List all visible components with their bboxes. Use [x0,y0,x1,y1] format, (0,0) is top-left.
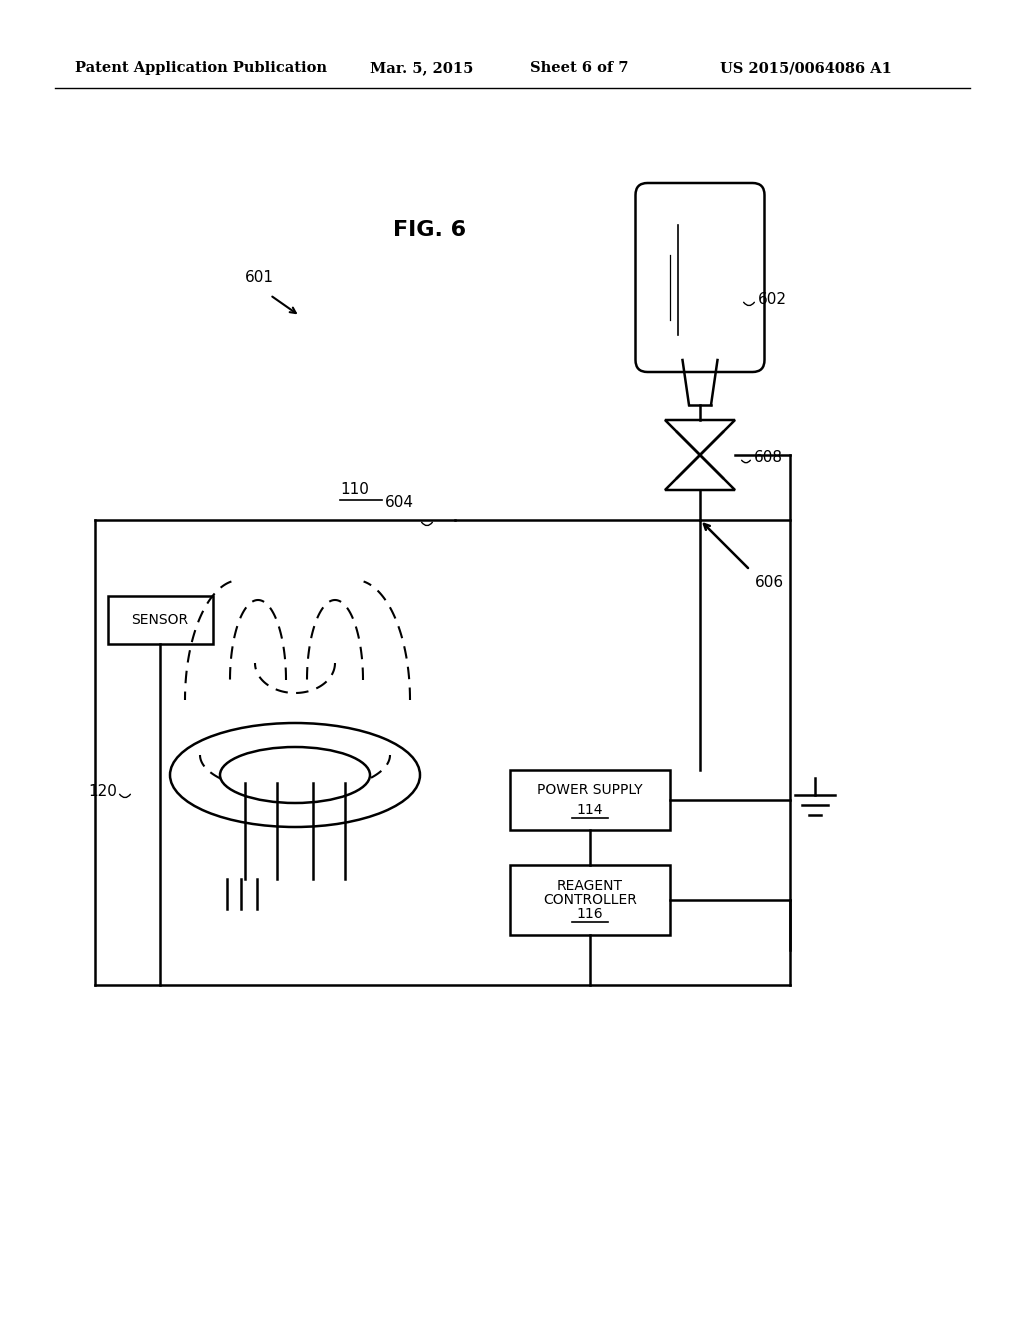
Text: FIG. 6: FIG. 6 [393,220,467,240]
Ellipse shape [220,747,370,803]
Polygon shape [665,455,735,490]
Ellipse shape [170,723,420,828]
Text: 116: 116 [577,907,603,921]
FancyBboxPatch shape [108,597,213,644]
Text: SENSOR: SENSOR [131,612,188,627]
Text: Patent Application Publication: Patent Application Publication [75,61,327,75]
Text: 602: 602 [758,293,787,308]
Text: 120: 120 [88,784,117,800]
Text: POWER SUPPLY: POWER SUPPLY [538,783,643,797]
Text: 114: 114 [577,803,603,817]
Text: US 2015/0064086 A1: US 2015/0064086 A1 [720,61,892,75]
Text: CONTROLLER: CONTROLLER [543,894,637,907]
Text: 601: 601 [245,271,274,285]
FancyBboxPatch shape [510,770,670,830]
Text: Mar. 5, 2015: Mar. 5, 2015 [370,61,473,75]
Text: 608: 608 [754,450,783,466]
Text: Sheet 6 of 7: Sheet 6 of 7 [530,61,629,75]
FancyBboxPatch shape [510,865,670,935]
Polygon shape [665,420,735,455]
Text: 606: 606 [755,576,784,590]
Text: 604: 604 [385,495,414,510]
FancyBboxPatch shape [636,183,765,372]
Text: REAGENT: REAGENT [557,879,623,894]
Text: 110: 110 [340,483,369,498]
